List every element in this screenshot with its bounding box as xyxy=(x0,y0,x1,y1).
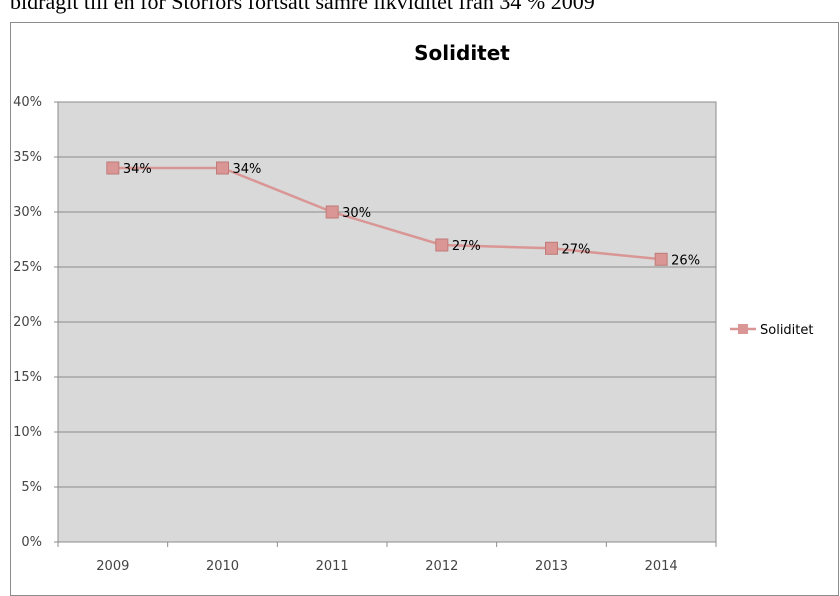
data-label: 27% xyxy=(562,242,591,257)
data-point xyxy=(216,161,229,175)
document-text-line: bidragit till en för Storfors fortsatt s… xyxy=(10,0,595,14)
data-point xyxy=(545,241,558,255)
x-tick-label: 2013 xyxy=(535,559,568,574)
y-tick-label: 5% xyxy=(21,480,42,495)
y-tick-label: 40% xyxy=(13,95,42,110)
x-tick-label: 2009 xyxy=(96,559,129,574)
data-point xyxy=(106,161,120,175)
data-point xyxy=(654,252,668,266)
legend-marker xyxy=(738,324,748,334)
x-tick-label: 2014 xyxy=(645,559,678,574)
y-tick-label: 25% xyxy=(13,260,42,275)
series-soliditet: 34% 34% 30% 27% 27% 26% xyxy=(106,161,700,268)
y-tick-label: 30% xyxy=(13,205,42,220)
y-tick-label: 20% xyxy=(13,315,42,330)
chart-title: Soliditet xyxy=(414,41,510,65)
data-label: 34% xyxy=(233,162,262,177)
x-tick-label: 2010 xyxy=(206,559,239,574)
data-label: 27% xyxy=(452,239,481,254)
data-label: 34% xyxy=(123,162,152,177)
x-tick-label: 2011 xyxy=(316,559,349,574)
y-tick-label: 0% xyxy=(21,535,42,550)
series-line xyxy=(112,166,662,261)
x-axis: 2009 2010 2011 2012 2013 2014 xyxy=(57,541,717,574)
x-tick-label: 2012 xyxy=(425,559,458,574)
data-point xyxy=(325,205,339,219)
y-axis: 0% 5% 10% 15% 20% 25% 30% 35% 40% xyxy=(13,95,59,550)
data-point xyxy=(435,238,449,252)
gridlines xyxy=(58,101,716,488)
y-tick-label: 35% xyxy=(13,150,42,165)
legend-label: Soliditet xyxy=(760,323,814,338)
data-label: 30% xyxy=(342,206,371,221)
y-tick-label: 15% xyxy=(13,370,42,385)
data-label: 26% xyxy=(671,253,700,268)
legend: Soliditet xyxy=(730,323,814,338)
y-tick-label: 10% xyxy=(13,425,42,440)
